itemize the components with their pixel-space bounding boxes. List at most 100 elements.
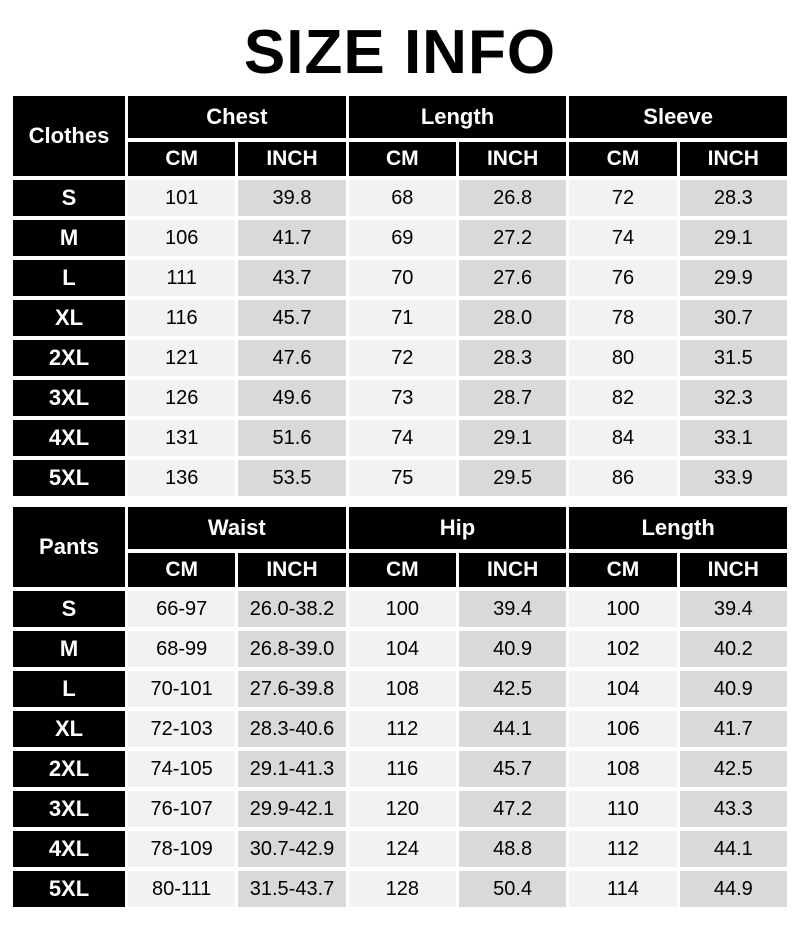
size-label-cell: S [13,591,125,627]
value-cell: 44.1 [458,711,567,747]
value-cell: 26.8 [458,180,567,216]
table-row: L 111 43.7 70 27.6 76 29.9 [13,260,787,296]
value-cell: 31.5 [679,340,787,376]
page-title: SIZE INFO [243,18,557,87]
value-cell: 68 [348,180,456,216]
value-cell: 43.3 [679,791,787,827]
value-cell: 28.0 [458,300,567,336]
value-cell: 42.5 [679,751,787,787]
value-cell: 29.9-42.1 [238,791,346,827]
value-cell: 120 [348,791,456,827]
value-cell: 104 [348,631,456,667]
value-cell: 112 [569,831,677,867]
value-cell: 74 [348,420,456,456]
value-cell: 110 [569,791,677,827]
unit-header-row: CM INCH CM INCH CM INCH [13,142,787,176]
value-cell: 80 [569,340,677,376]
value-cell: 106 [569,711,677,747]
value-cell: 121 [128,340,236,376]
group-header-row: Clothes Chest Length Sleeve [13,96,787,176]
group-header-cell: Waist [128,507,346,549]
value-cell: 29.1 [458,420,567,456]
unit-header-cell: INCH [458,142,567,176]
value-cell: 39.8 [238,180,346,216]
value-cell: 102 [569,631,677,667]
size-label-cell: 3XL [13,791,125,827]
unit-header-row: CM INCH CM INCH CM INCH [13,553,787,587]
group-header-cell: Hip [348,507,567,549]
value-cell: 45.7 [458,751,567,787]
group-header-cell: Length [569,507,787,549]
group-header-cell: Sleeve [569,96,787,138]
value-cell: 108 [348,671,456,707]
table-row: 2XL 74-105 29.1-41.3 116 45.7 108 42.5 [13,751,787,787]
value-cell: 86 [569,460,677,496]
unit-header-cell: INCH [238,553,346,587]
table-row: 3XL 76-107 29.9-42.1 120 47.2 110 43.3 [13,791,787,827]
group-header-row: Pants Waist Hip Length [13,507,787,587]
table-row: M 68-99 26.8-39.0 104 40.9 102 40.2 [13,631,787,667]
value-cell: 45.7 [238,300,346,336]
value-cell: 116 [128,300,236,336]
value-cell: 124 [348,831,456,867]
value-cell: 29.5 [458,460,567,496]
size-label-cell: L [13,671,125,707]
value-cell: 50.4 [458,871,567,907]
value-cell: 28.3-40.6 [238,711,346,747]
table-row: XL 72-103 28.3-40.6 112 44.1 106 41.7 [13,711,787,747]
value-cell: 70-101 [128,671,236,707]
value-cell: 101 [128,180,236,216]
value-cell: 69 [348,220,456,256]
value-cell: 136 [128,460,236,496]
value-cell: 68-99 [128,631,236,667]
value-cell: 28.3 [458,340,567,376]
unit-header-cell: INCH [679,553,787,587]
value-cell: 40.2 [679,631,787,667]
value-cell: 66-97 [128,591,236,627]
group-header-cell: Length [348,96,567,138]
unit-header-cell: CM [569,553,677,587]
value-cell: 41.7 [238,220,346,256]
size-label-cell: L [13,260,125,296]
value-cell: 27.6-39.8 [238,671,346,707]
value-cell: 112 [348,711,456,747]
unit-header-cell: CM [569,142,677,176]
value-cell: 28.3 [679,180,787,216]
value-cell: 33.9 [679,460,787,496]
value-cell: 40.9 [458,631,567,667]
value-cell: 32.3 [679,380,787,416]
value-cell: 78 [569,300,677,336]
table-row: M 106 41.7 69 27.2 74 29.1 [13,220,787,256]
table-row: S 101 39.8 68 26.8 72 28.3 [13,180,787,216]
size-label-cell: M [13,220,125,256]
value-cell: 29.9 [679,260,787,296]
size-label-cell: 5XL [13,460,125,496]
value-cell: 39.4 [458,591,567,627]
value-cell: 33.1 [679,420,787,456]
value-cell: 73 [348,380,456,416]
value-cell: 70 [348,260,456,296]
size-label-cell: XL [13,300,125,336]
value-cell: 76 [569,260,677,296]
group-header-cell: Chest [128,96,346,138]
value-cell: 114 [569,871,677,907]
table-row: S 66-97 26.0-38.2 100 39.4 100 39.4 [13,591,787,627]
value-cell: 72 [348,340,456,376]
value-cell: 30.7 [679,300,787,336]
value-cell: 44.1 [679,831,787,867]
value-cell: 47.6 [238,340,346,376]
table-row: 2XL 121 47.6 72 28.3 80 31.5 [13,340,787,376]
table-row: 4XL 131 51.6 74 29.1 84 33.1 [13,420,787,456]
value-cell: 53.5 [238,460,346,496]
value-cell: 74-105 [128,751,236,787]
table-row: L 70-101 27.6-39.8 108 42.5 104 40.9 [13,671,787,707]
value-cell: 31.5-43.7 [238,871,346,907]
value-cell: 47.2 [458,791,567,827]
value-cell: 111 [128,260,236,296]
size-label-cell: 5XL [13,871,125,907]
value-cell: 131 [128,420,236,456]
value-cell: 44.9 [679,871,787,907]
value-cell: 51.6 [238,420,346,456]
value-cell: 82 [569,380,677,416]
